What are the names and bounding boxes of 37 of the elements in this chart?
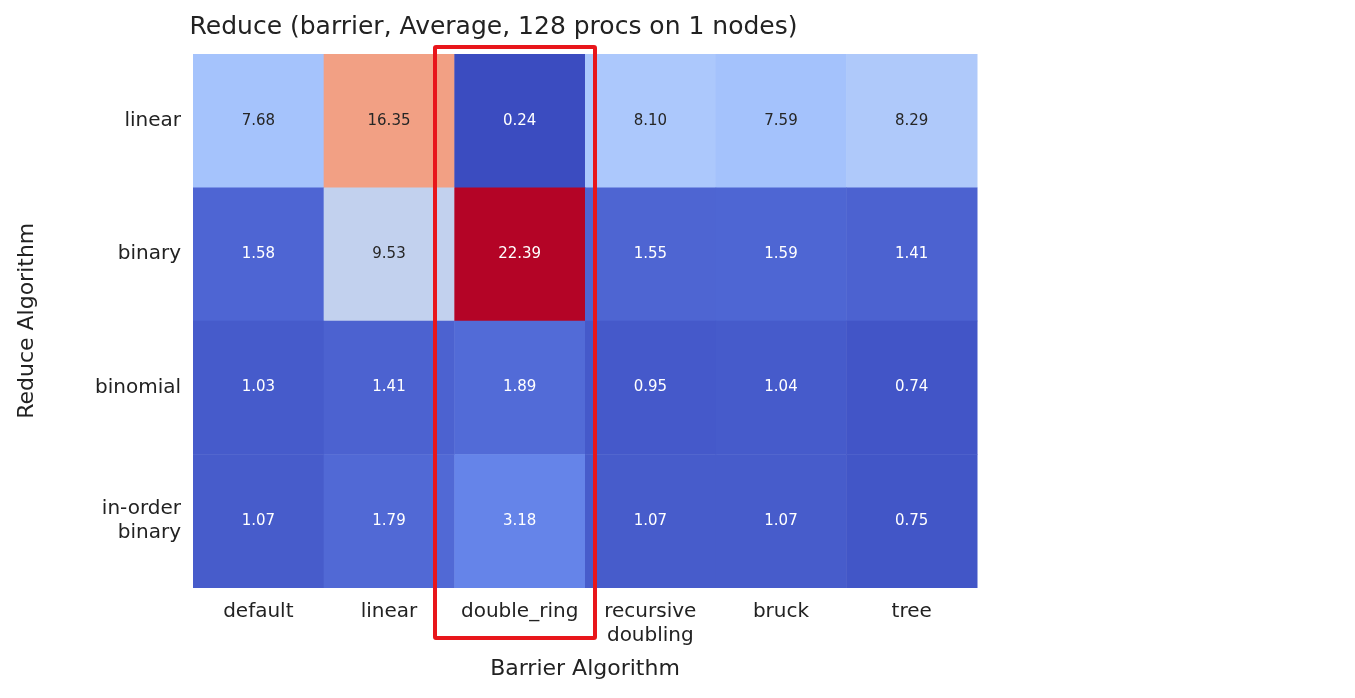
x-tick-label: bruck <box>752 597 810 622</box>
x-tick-label: recursive doubling <box>604 597 697 646</box>
y-tick-label: in-order binary <box>101 495 182 544</box>
data-label: 7.59 <box>764 110 798 129</box>
data-label: 1.03 <box>241 377 276 396</box>
data-label: 1.41 <box>894 243 929 262</box>
chart-title: Reduce (barrier, Average, 128 procs on 1 nodes) <box>189 10 798 40</box>
data-label: 1.59 <box>764 243 798 262</box>
x-tick-label: linear <box>360 597 419 622</box>
y-tick-label: binary <box>117 240 182 265</box>
data-label: 0.95 <box>633 377 668 396</box>
data-label: 1.89 <box>502 377 537 396</box>
data-label: 7.68 <box>241 110 276 129</box>
y-axis-title: Reduce Algorithm <box>12 222 38 419</box>
x-tick-label: default <box>223 597 294 622</box>
data-label: 1.07 <box>764 510 798 529</box>
data-label: 3.18 <box>502 510 537 529</box>
data-label: 9.53 <box>372 243 406 262</box>
data-label: 1.07 <box>633 510 668 529</box>
data-label: 1.41 <box>372 377 406 396</box>
data-label: 8.10 <box>633 110 668 129</box>
data-label: 22.39 <box>498 243 542 262</box>
y-tick-label: binomial <box>94 373 181 398</box>
data-label: 8.29 <box>894 110 929 129</box>
x-tick-label: double_ring <box>461 597 579 622</box>
data-label: 1.79 <box>372 510 406 529</box>
data-label: 0.74 <box>894 377 929 396</box>
data-label: 1.55 <box>633 243 668 262</box>
x-axis-title: Barrier Algorithm <box>490 654 680 680</box>
data-label: 16.35 <box>367 110 411 129</box>
data-label: 1.04 <box>764 377 798 396</box>
data-label: 1.07 <box>241 510 276 529</box>
y-tick-label: linear <box>124 106 182 131</box>
data-label: 0.24 <box>502 110 537 129</box>
x-tick-label: tree <box>891 597 932 622</box>
data-label: 1.58 <box>241 243 276 262</box>
data-label: 0.75 <box>894 510 929 529</box>
